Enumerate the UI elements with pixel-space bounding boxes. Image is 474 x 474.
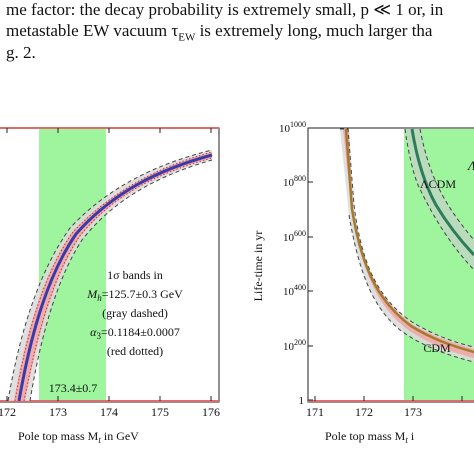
paragraph-line-1: me factor: the decay probability is extr… bbox=[6, 0, 443, 20]
right-lcdm-dashed-lower bbox=[404, 128, 474, 271]
left-legend: 1σ bands in Mh=125.7±0.3 GeV (gray dashe… bbox=[86, 268, 183, 358]
right-y-tick-200: 10200 bbox=[283, 338, 306, 353]
left-x-tick-173: 173 bbox=[49, 405, 67, 419]
right-y-tick-400: 10400 bbox=[283, 283, 306, 298]
right-x-tick-172: 172 bbox=[355, 405, 373, 419]
right-y-ticks bbox=[308, 127, 313, 401]
left-panel: 172 173 174 175 176 Pole top mass Mt in … bbox=[0, 127, 220, 445]
left-red-dotted-lower bbox=[23, 157, 213, 402]
left-legend-line-4: α3=0.1184±0.0007 bbox=[90, 325, 180, 341]
right-cdm-central-curve bbox=[344, 128, 474, 354]
paragraph-text-1: me factor: the decay probability is extr… bbox=[6, 0, 444, 19]
left-x-tick-175: 175 bbox=[151, 405, 169, 419]
right-cdm-dashed-upper bbox=[340, 128, 474, 348]
left-legend-line-3: (gray dashed) bbox=[102, 306, 168, 320]
paragraph-text-2b: is extremely long, much larger tha bbox=[195, 21, 433, 40]
right-edge-label: Λ bbox=[466, 158, 474, 173]
right-y-tick-1: 1 bbox=[299, 395, 305, 407]
right-x-ticks bbox=[314, 396, 463, 401]
right-cdm-dashed-lower bbox=[348, 214, 474, 363]
left-x-label: Pole top mass Mt in GeV bbox=[18, 429, 139, 445]
left-gray-dashed-upper bbox=[7, 149, 213, 402]
left-gray-dashed-lower bbox=[29, 159, 213, 402]
left-x-tick-176: 176 bbox=[202, 405, 220, 419]
right-label-cdm: CDM bbox=[423, 341, 451, 355]
right-label-lcdm: ΛCDM bbox=[420, 177, 456, 191]
left-x-ticks bbox=[6, 128, 212, 401]
right-x-label: Pole top mass Mt i bbox=[325, 429, 415, 445]
left-x-tick-174: 174 bbox=[100, 405, 118, 419]
right-y-tick-1000: 101000 bbox=[279, 120, 306, 135]
left-band-label: 173.4±0.7 bbox=[49, 381, 98, 395]
right-panel: 101000 10800 10600 10400 10200 1 Life-ti… bbox=[251, 120, 474, 445]
right-x-tick-171: 171 bbox=[306, 405, 324, 419]
paragraph-text-2-sub: EW bbox=[178, 31, 196, 44]
right-y-tick-800: 10800 bbox=[283, 174, 306, 189]
left-legend-line-1: 1σ bands in bbox=[107, 268, 163, 282]
left-x-tick-172: 172 bbox=[0, 405, 16, 419]
left-legend-line-5: (red dotted) bbox=[107, 344, 163, 358]
paragraph-text-3: g. 2. bbox=[6, 43, 36, 62]
paragraph-text-2a: metastable EW vacuum τ bbox=[6, 21, 179, 40]
right-y-label: Life-time in yr bbox=[251, 231, 265, 302]
left-central-curve bbox=[17, 153, 213, 402]
right-lcdm-dashed-upper bbox=[419, 128, 474, 241]
left-red-dotted-upper bbox=[14, 151, 213, 402]
paragraph-line-2: metastable EW vacuum τEW is extremely lo… bbox=[6, 21, 432, 43]
right-x-tick-173: 173 bbox=[404, 405, 422, 419]
right-lcdm-central-curve bbox=[410, 128, 474, 257]
right-y-tick-600: 10600 bbox=[283, 229, 306, 244]
paragraph-line-3: g. 2. bbox=[6, 43, 36, 63]
left-legend-line-2: Mh=125.7±0.3 GeV bbox=[86, 287, 183, 303]
